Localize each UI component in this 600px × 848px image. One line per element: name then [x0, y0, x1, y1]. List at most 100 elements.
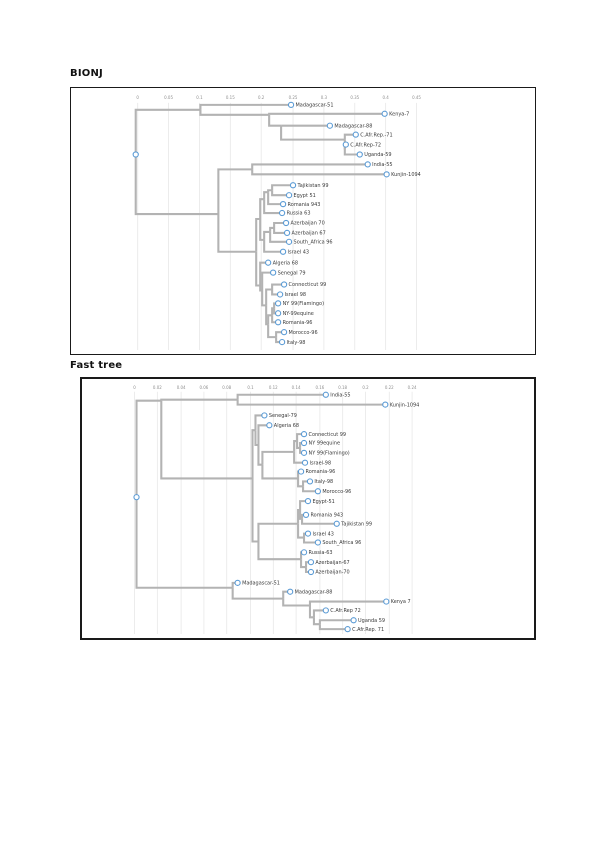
axis-tick-label: 0.05: [164, 95, 173, 100]
tree-node-circle: [132, 151, 139, 158]
tree-node-circle: [302, 511, 310, 519]
fast-tree-title: Fast tree: [70, 360, 123, 371]
fast-tree-panel: 0 0.02 0.04 0.06 0.08 0.1 0.12 0.14 0.16 0.18 0.2 0…: [80, 377, 536, 640]
tree-node-circle: [300, 449, 308, 456]
tree-node-circle: [382, 401, 389, 408]
tree-node-circle: [381, 110, 388, 117]
tree-node-circle: [276, 291, 284, 298]
tree-branch: [297, 478, 304, 488]
tree-branch: [255, 217, 261, 252]
tree-node-circle: [322, 607, 329, 614]
tree-node-circle: [269, 269, 277, 276]
tree-leaf-label: NY 99(Flamingo): [283, 301, 325, 307]
tree-branch: [199, 103, 292, 110]
tree-leaf-label: India-55: [330, 392, 350, 398]
tree-node-circle: [352, 131, 359, 138]
tree-node-circle: [304, 530, 312, 537]
tree-node-circle: [261, 412, 268, 419]
tree-branch: [236, 399, 386, 406]
tree-branch: [312, 617, 320, 626]
tree-leaf-label: Connecticut 99: [308, 432, 346, 438]
tree-branch: [263, 230, 271, 240]
tree-branch: [271, 190, 290, 197]
tree-node-circle: [307, 568, 315, 576]
axis-tick-label: 0.08: [222, 385, 231, 390]
tree-leaf-label: Russia 63: [287, 211, 311, 217]
axis-tick-label: 0.45: [412, 95, 421, 100]
tree-branch: [297, 523, 305, 539]
tree-branch: [318, 619, 354, 625]
tree-branch: [261, 271, 274, 291]
tree-node-circle: [344, 626, 351, 633]
tree-leaf-label: Morocco-96: [322, 489, 351, 495]
tree-leaf-label: Tajikistan 99: [297, 183, 329, 189]
tree-leaf-label: Kunjin-1094: [391, 172, 421, 178]
tree-branch: [267, 189, 273, 193]
tree-node-circle: [287, 588, 294, 595]
tree-branch: [271, 283, 285, 290]
tree-branch: [280, 125, 345, 141]
tree-leaf-label: Madagascar-88: [295, 589, 333, 595]
tree-branch: [160, 398, 238, 401]
tree-node-circle: [287, 101, 295, 108]
tree-leaf-label: Italy-98: [287, 340, 306, 346]
axis-tick-label: 0.3: [321, 95, 328, 100]
tree-node-circle: [300, 439, 308, 447]
tree-branch: [261, 464, 299, 480]
tree-branch: [273, 221, 287, 228]
tree-branch: [269, 231, 290, 243]
axis-tick-label: 0.16: [315, 385, 324, 390]
tree-leaf-label: Tajikistan 99: [340, 521, 372, 527]
tree-node-circle: [282, 219, 290, 227]
tree-node-circle: [301, 459, 309, 466]
axis-tick-label: 0.04: [177, 385, 186, 390]
tree-node-circle: [356, 151, 363, 158]
tree-node-circle: [265, 259, 272, 266]
tree-branch: [343, 133, 356, 140]
tree-node-circle: [274, 300, 282, 307]
tree-branch: [236, 393, 326, 400]
axis-tick-label: 0: [136, 95, 139, 100]
tree-leaf-label: South_Africa 96: [322, 540, 361, 546]
axis-tick-label: 0: [133, 385, 136, 390]
tree-branch: [134, 154, 219, 216]
tree-leaf-label: Egypt 51: [294, 193, 316, 199]
tree-node-circle: [289, 182, 297, 189]
tree-node-circle: [283, 229, 291, 237]
tree-node-circle: [266, 422, 273, 429]
tree-branch: [217, 168, 253, 215]
tree-branch: [251, 163, 368, 170]
tree-branch: [251, 169, 387, 176]
tree-branch: [199, 109, 270, 116]
axis-tick-label: 0.15: [226, 95, 235, 100]
tree-leaf-label: Madagascar-51: [296, 103, 334, 109]
tree-leaf-label: Israel-98: [309, 460, 331, 466]
tree-branch: [268, 114, 282, 127]
tree-branch: [308, 600, 387, 606]
tree-branch: [267, 314, 273, 325]
tree-leaf-label: Senegal 79: [278, 270, 306, 276]
axis-tick-label: 0.14: [292, 385, 301, 390]
tree-node-circle: [278, 209, 286, 217]
tree-leaf-label: Romania 943: [310, 513, 343, 519]
tree-branch: [135, 399, 162, 498]
axis-tick-label: 0.02: [153, 385, 162, 390]
tree-branch: [269, 226, 275, 232]
tree-branch: [259, 198, 265, 220]
tree-node-circle: [342, 141, 349, 148]
tree-branch: [267, 192, 284, 206]
tree-leaf-label: C.Afr.Rep. 71: [352, 627, 384, 633]
tree-node-circle: [300, 549, 308, 556]
tree-leaf-label: Romania 943: [288, 202, 321, 208]
tree-leaf-label: India-55: [372, 162, 392, 168]
axis-tick-label: 0.1: [196, 95, 203, 100]
tree-branch: [318, 624, 348, 631]
tree-branch: [293, 451, 306, 464]
tree-branch: [261, 450, 295, 465]
tree-branch: [217, 214, 257, 253]
tree-branch: [302, 486, 318, 493]
axis-tick-label: 0.2: [258, 95, 265, 100]
tree-branch: [282, 598, 310, 607]
tree-leaf-label: Romania-96: [283, 320, 313, 326]
tree-node-circle: [234, 579, 241, 586]
